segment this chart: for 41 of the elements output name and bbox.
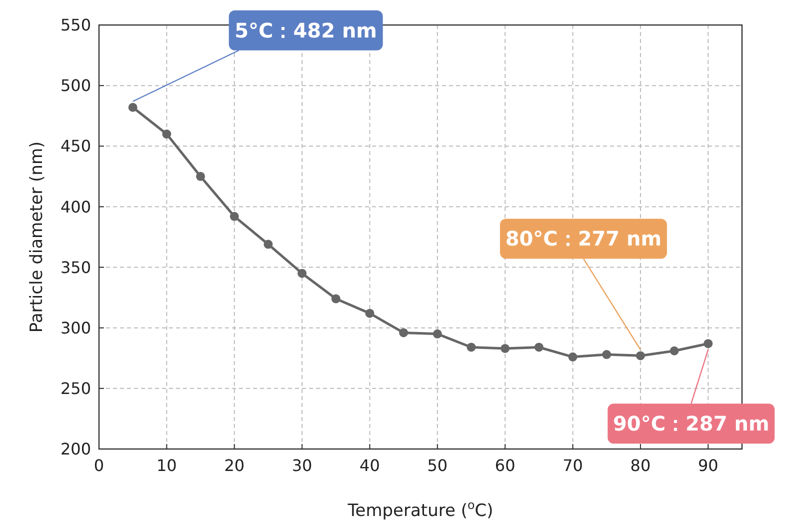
- x-tick-label: 70: [562, 456, 583, 475]
- annotation: 90°C：287 nm: [613, 412, 770, 436]
- x-axis-title: Temperature ($^{o}$C): [346, 498, 494, 521]
- point: [264, 240, 273, 249]
- y-tick-label: 300: [60, 318, 91, 338]
- x-tick-label: 90: [698, 456, 718, 475]
- annotation: 5°C：482 nm: [234, 18, 378, 42]
- y-tick-label: 500: [60, 76, 91, 96]
- point: [331, 294, 340, 304]
- x-tick-label: 50: [427, 456, 448, 475]
- y-tick-label: 550: [60, 16, 91, 35]
- point: [568, 352, 578, 362]
- point: [298, 268, 307, 278]
- point: [466, 342, 476, 352]
- point: [365, 308, 374, 318]
- annotation: 80°C：277 nm: [505, 226, 662, 251]
- x-tick-label: 40: [360, 456, 380, 475]
- y-tick-label: 400: [60, 197, 91, 216]
- point: [230, 212, 239, 221]
- y-axis-title: Particle diameter (nm): [27, 141, 47, 333]
- point: [670, 346, 679, 356]
- point: [196, 172, 206, 181]
- point: [500, 344, 510, 353]
- y-tick-label: 200: [60, 440, 91, 459]
- y-tick-label: 250: [60, 379, 91, 398]
- point: [162, 130, 172, 139]
- x-tick-label: 60: [494, 456, 516, 475]
- x-tick-label: 80: [630, 456, 651, 475]
- x-tick-label: 30: [292, 456, 312, 475]
- point: [534, 342, 544, 352]
- y-tick-label: 450: [60, 136, 91, 156]
- point: [602, 350, 612, 360]
- y-tick-label: 350: [60, 258, 91, 277]
- x-tick-label: 0: [94, 456, 104, 475]
- point: [432, 329, 442, 338]
- point: [636, 351, 645, 360]
- x-tick-label: 10: [156, 456, 177, 475]
- point: [399, 328, 408, 338]
- x-tick-label: 20: [224, 456, 245, 475]
- point: [128, 102, 138, 112]
- point: [704, 339, 713, 348]
